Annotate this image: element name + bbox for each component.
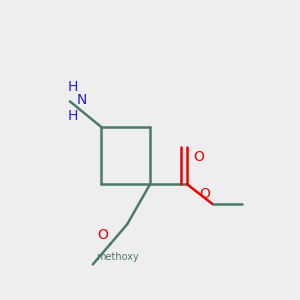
Text: methoxy: methoxy — [96, 252, 138, 262]
Text: H: H — [68, 80, 78, 94]
Text: O: O — [98, 228, 109, 242]
Text: N: N — [77, 93, 87, 107]
Text: O: O — [199, 188, 210, 202]
Text: O: O — [193, 150, 204, 164]
Text: H: H — [68, 110, 78, 123]
